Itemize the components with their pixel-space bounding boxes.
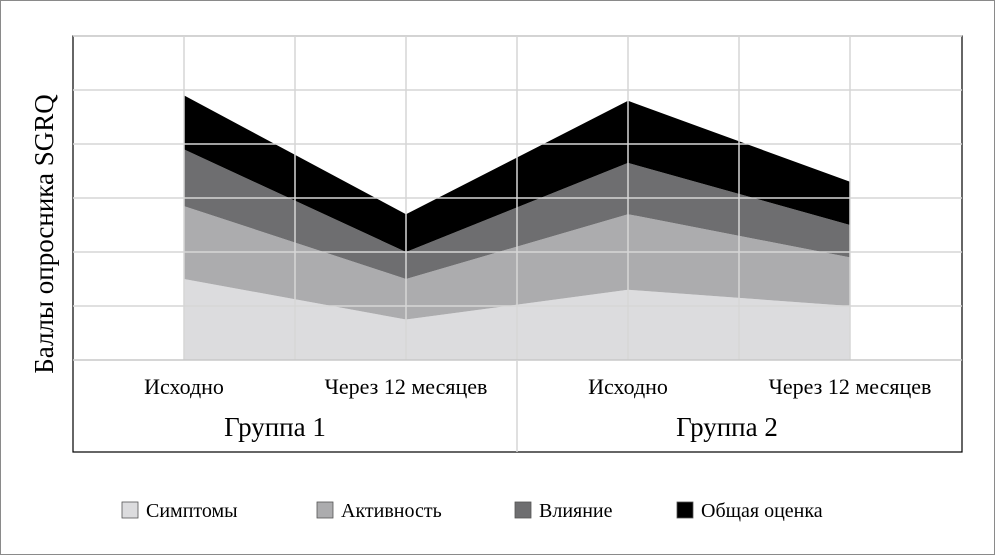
- legend-swatch: [514, 501, 532, 519]
- legend-label: Общая оценка: [701, 500, 823, 522]
- legend-item: Влияние: [514, 500, 613, 522]
- legend-swatch: [316, 501, 334, 519]
- x-axis: Исходно Через 12 месяцев Исходно Через 12 м…: [144, 360, 931, 452]
- x-tick-label: Исходно: [588, 374, 668, 399]
- legend-swatch: [676, 501, 694, 519]
- grid-lines: [73, 35, 962, 361]
- legend: Симптомы Активность Влияние Общая оценка: [121, 500, 823, 522]
- legend-label: Влияние: [539, 500, 613, 522]
- x-tick-label: Исходно: [144, 374, 224, 399]
- legend-item: Общая оценка: [676, 500, 823, 522]
- x-tick-label: Через 12 месяцев: [769, 374, 932, 399]
- legend-item: Симптомы: [121, 500, 238, 522]
- group-label: Группа 1: [224, 412, 326, 442]
- x-tick-label: Через 12 месяцев: [325, 374, 488, 399]
- legend-label: Симптомы: [146, 500, 238, 522]
- legend-label: Активность: [341, 500, 442, 522]
- legend-item: Активность: [316, 500, 442, 522]
- group-label: Группа 2: [676, 412, 778, 442]
- y-axis-label: Баллы опросника SGRQ: [29, 94, 59, 374]
- legend-swatch: [121, 501, 139, 519]
